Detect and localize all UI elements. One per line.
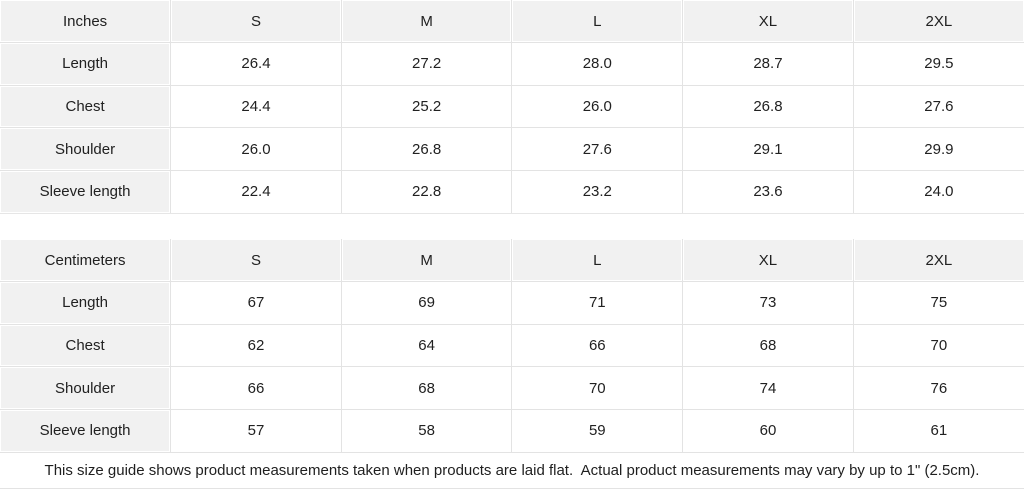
inches-unit-header-cell: Inches: [0, 0, 172, 44]
table-row-chest: Chest 24.4 25.2 26.0 26.8 27.6: [0, 84, 1024, 129]
value-cell: 68: [682, 323, 854, 368]
value-cell: 22.8: [340, 169, 513, 214]
value-cell: 26.8: [340, 127, 513, 171]
centimeters-unit-header-cell: Centimeters: [0, 238, 172, 283]
value-cell: 75: [852, 281, 1024, 325]
value-cell: 25.2: [340, 84, 513, 129]
value-cell: 23.6: [682, 169, 854, 214]
value-cell: 27.2: [340, 42, 513, 86]
centimeters-header-row: Centimeters S M L XL 2XL: [0, 238, 1024, 283]
value-cell: 29.1: [682, 127, 854, 171]
row-label-cell: Chest: [0, 323, 172, 368]
table-row-sleeve-length: Sleeve length 22.4 22.8 23.2 23.6 24.0: [0, 169, 1024, 214]
size-header-cell-l: L: [511, 238, 684, 283]
value-cell: 27.6: [852, 84, 1024, 129]
table-row-sleeve-length: Sleeve length 57 58 59 60 61: [0, 408, 1024, 453]
value-cell: 60: [682, 408, 854, 453]
value-cell: 71: [511, 281, 684, 325]
value-cell: 26.0: [170, 127, 342, 171]
value-cell: 62: [170, 323, 342, 368]
size-header-cell-2xl: 2XL: [852, 0, 1024, 44]
inches-header-row: Inches S M L XL 2XL: [0, 0, 1024, 44]
table-row-length: Length 26.4 27.2 28.0 28.7 29.5: [0, 42, 1024, 86]
row-label-cell: Shoulder: [0, 127, 172, 171]
value-cell: 73: [682, 281, 854, 325]
value-cell: 26.0: [511, 84, 684, 129]
inches-table: Inches S M L XL 2XL Length 26.4 27.2 28.…: [0, 0, 1024, 214]
value-cell: 69: [340, 281, 513, 325]
value-cell: 58: [340, 408, 513, 453]
value-cell: 67: [170, 281, 342, 325]
value-cell: 24.4: [170, 84, 342, 129]
value-cell: 70: [511, 366, 684, 410]
centimeters-table: Centimeters S M L XL 2XL Length 67 69 71…: [0, 238, 1024, 453]
value-cell: 29.9: [852, 127, 1024, 171]
value-cell: 66: [511, 323, 684, 368]
size-guide-footnote: This size guide shows product measuremen…: [0, 451, 1024, 489]
value-cell: 57: [170, 408, 342, 453]
value-cell: 27.6: [511, 127, 684, 171]
value-cell: 66: [170, 366, 342, 410]
size-header-cell-m: M: [340, 238, 513, 283]
size-header-cell-2xl: 2XL: [852, 238, 1024, 283]
value-cell: 70: [852, 323, 1024, 368]
value-cell: 61: [852, 408, 1024, 453]
value-cell: 28.7: [682, 42, 854, 86]
value-cell: 23.2: [511, 169, 684, 214]
row-label-cell: Sleeve length: [0, 169, 172, 214]
value-cell: 29.5: [852, 42, 1024, 86]
value-cell: 59: [511, 408, 684, 453]
value-cell: 24.0: [852, 169, 1024, 214]
value-cell: 26.4: [170, 42, 342, 86]
table-row-length: Length 67 69 71 73 75: [0, 281, 1024, 325]
row-label-cell: Shoulder: [0, 366, 172, 410]
size-header-cell-l: L: [511, 0, 684, 44]
size-header-cell-xl: XL: [682, 0, 854, 44]
value-cell: 64: [340, 323, 513, 368]
row-label-cell: Sleeve length: [0, 408, 172, 453]
size-header-cell-m: M: [340, 0, 513, 44]
table-row-chest: Chest 62 64 66 68 70: [0, 323, 1024, 368]
value-cell: 74: [682, 366, 854, 410]
value-cell: 22.4: [170, 169, 342, 214]
value-cell: 68: [340, 366, 513, 410]
table-row-shoulder: Shoulder 26.0 26.8 27.6 29.1 29.9: [0, 127, 1024, 171]
size-header-cell-s: S: [170, 238, 342, 283]
size-header-cell-xl: XL: [682, 238, 854, 283]
table-gap-spacer: [0, 212, 1024, 239]
value-cell: 28.0: [511, 42, 684, 86]
value-cell: 26.8: [682, 84, 854, 129]
row-label-cell: Chest: [0, 84, 172, 129]
size-header-cell-s: S: [170, 0, 342, 44]
row-label-cell: Length: [0, 42, 172, 86]
value-cell: 76: [852, 366, 1024, 410]
row-label-cell: Length: [0, 281, 172, 325]
table-row-shoulder: Shoulder 66 68 70 74 76: [0, 366, 1024, 410]
